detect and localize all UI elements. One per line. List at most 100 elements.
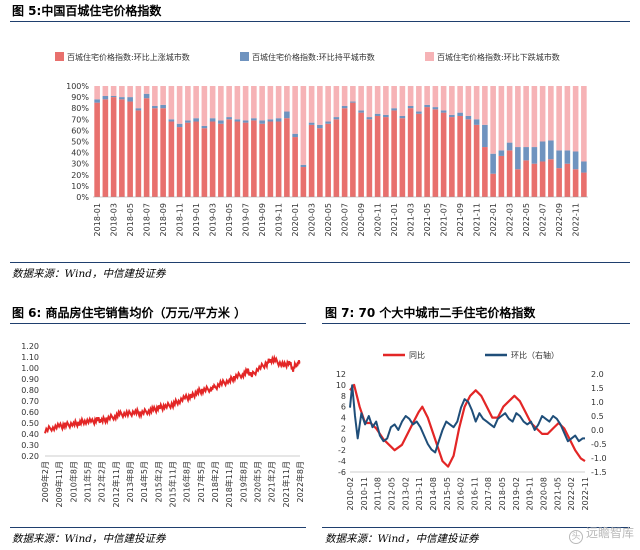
- y-left-tick-label: 8: [341, 392, 346, 401]
- x-tick-label: 2020-01: [291, 203, 300, 236]
- fig7-title: 图 7: 70 个大中城市二手住宅价格指数: [325, 306, 536, 320]
- bar-1-2019-08: [251, 120, 257, 197]
- bar-2-2018-11: [176, 123, 183, 128]
- bar-2-2020-04: [317, 124, 323, 129]
- bar-1-2019-12: [284, 118, 290, 197]
- x-tick-label: 2019-11: [526, 477, 535, 510]
- bar-2-2018-04: [119, 97, 125, 100]
- series-line-yoy: [349, 383, 586, 468]
- x-tick-label: 2009年2月: [40, 461, 50, 502]
- bar-1-2018-06: [135, 110, 142, 197]
- bar-2-2021-09: [457, 112, 463, 116]
- bar-1-2018-07: [143, 98, 150, 197]
- legend-label-3: 百城住宅价格指数:环比下跌城市数: [437, 52, 560, 62]
- bar-3-2018-06: [135, 86, 142, 109]
- bar-3-2019-09: [259, 86, 265, 121]
- bar-2-2018-09: [160, 104, 166, 109]
- x-tick-label: 2021-03: [407, 203, 416, 236]
- bar-3-2019-05: [226, 86, 232, 118]
- bar-3-2018-11: [176, 86, 183, 124]
- bar-1-2020-07: [341, 108, 348, 197]
- x-tick-label: 2016-02: [457, 477, 466, 510]
- bar-2-2020-05: [325, 121, 331, 124]
- series-line-avg-price: [44, 354, 301, 434]
- y-left-tick-label: -6: [338, 468, 346, 477]
- bar-2-2022-03: [506, 142, 513, 151]
- bar-3-2021-11: [473, 86, 480, 120]
- bar-3-2022-08: [548, 86, 554, 141]
- x-tick-label: 2010年8月: [68, 461, 78, 502]
- x-tick-label: 2021-09: [456, 203, 465, 236]
- x-tick-label: 2021年11月: [281, 461, 291, 508]
- watermark-text: 远瞻智库: [585, 526, 634, 540]
- bar-2-2019-10: [267, 119, 274, 122]
- bar-1-2021-11: [473, 124, 480, 197]
- y-left-tick-label: 6: [341, 403, 346, 412]
- bar-2-2022-01: [490, 153, 496, 174]
- bar-1-2019-03: [209, 121, 216, 197]
- bar-3-2021-06: [432, 86, 439, 108]
- bar-2-2021-05: [424, 104, 430, 108]
- y-tick-label: 90%: [71, 93, 89, 102]
- y-tick-label: 70%: [71, 115, 89, 124]
- x-tick-label: 2020-08: [540, 477, 549, 510]
- bar-3-2021-02: [399, 86, 406, 116]
- fig7-source: 数据来源：Wind，中信建投证券: [325, 533, 479, 545]
- bar-1-2018-09: [160, 108, 166, 197]
- y-left-tick-label: 10: [336, 381, 346, 390]
- bar-2-2021-10: [465, 115, 472, 120]
- bar-2-2019-04: [218, 120, 224, 124]
- bar-3-2018-03: [110, 86, 117, 96]
- legend-swatch-3: [425, 52, 434, 61]
- y-tick-label: 100%: [66, 82, 89, 91]
- y-left-tick-label: -4: [338, 457, 346, 466]
- x-tick-label: 2022-09: [555, 203, 564, 236]
- y-tick-label: 0.90: [21, 375, 39, 384]
- x-tick-label: 2014-08: [429, 477, 438, 510]
- y-right-tick-label: 1.5: [591, 384, 604, 393]
- bar-2-2020-07: [341, 105, 348, 109]
- bar-1-2022-10: [564, 163, 571, 197]
- bar-1-2018-11: [176, 127, 183, 197]
- bar-3-2020-08: [350, 86, 356, 102]
- bar-3-2019-08: [251, 86, 257, 119]
- x-tick-label: 2020-11: [374, 203, 383, 236]
- bar-3-2019-06: [234, 86, 241, 120]
- bar-3-2020-10: [366, 86, 373, 118]
- x-tick-label: 2020-03: [308, 203, 317, 236]
- fig6-source-rule: [10, 527, 306, 528]
- x-tick-label: 2018年11月: [224, 461, 234, 508]
- bar-3-2020-02: [300, 86, 307, 165]
- bar-2-2018-08: [152, 105, 158, 109]
- legend-label-yoy: 同比: [409, 350, 425, 360]
- x-tick-label: 2019-07: [242, 203, 251, 236]
- bar-3-2022-09: [556, 86, 562, 151]
- x-tick-label: 2015-05: [443, 477, 452, 510]
- bar-1-2020-12: [383, 117, 389, 197]
- y-right-tick-label: -1.0: [591, 454, 607, 463]
- x-tick-label: 2009年11月: [54, 461, 64, 508]
- bar-1-2021-05: [424, 107, 430, 197]
- y-tick-label: 1.00: [21, 364, 39, 373]
- bar-1-2021-04: [416, 113, 422, 197]
- bar-1-2020-01: [292, 137, 298, 197]
- bar-1-2021-01: [391, 110, 397, 197]
- bar-2-2020-08: [350, 101, 356, 103]
- y-tick-label: 0.30: [21, 441, 39, 450]
- x-tick-label: 2017-08: [484, 477, 493, 510]
- y-right-tick-label: -1.5: [591, 468, 607, 477]
- y-left-tick-label: 4: [341, 414, 346, 423]
- x-tick-label: 2012年2月: [97, 461, 107, 502]
- legend-swatch-1: [55, 52, 64, 61]
- bar-2-2019-01: [193, 118, 199, 122]
- x-tick-label: 2022-07: [539, 203, 548, 236]
- bar-1-2022-05: [523, 160, 529, 197]
- bar-2-2019-12: [284, 111, 290, 119]
- bar-2-2021-11: [473, 119, 480, 125]
- x-tick-label: 2021-05: [423, 203, 432, 236]
- bar-1-2020-06: [333, 119, 340, 197]
- bar-2-2018-07: [143, 93, 150, 99]
- bar-3-2022-04: [515, 86, 521, 148]
- y-tick-label: 80%: [71, 104, 89, 113]
